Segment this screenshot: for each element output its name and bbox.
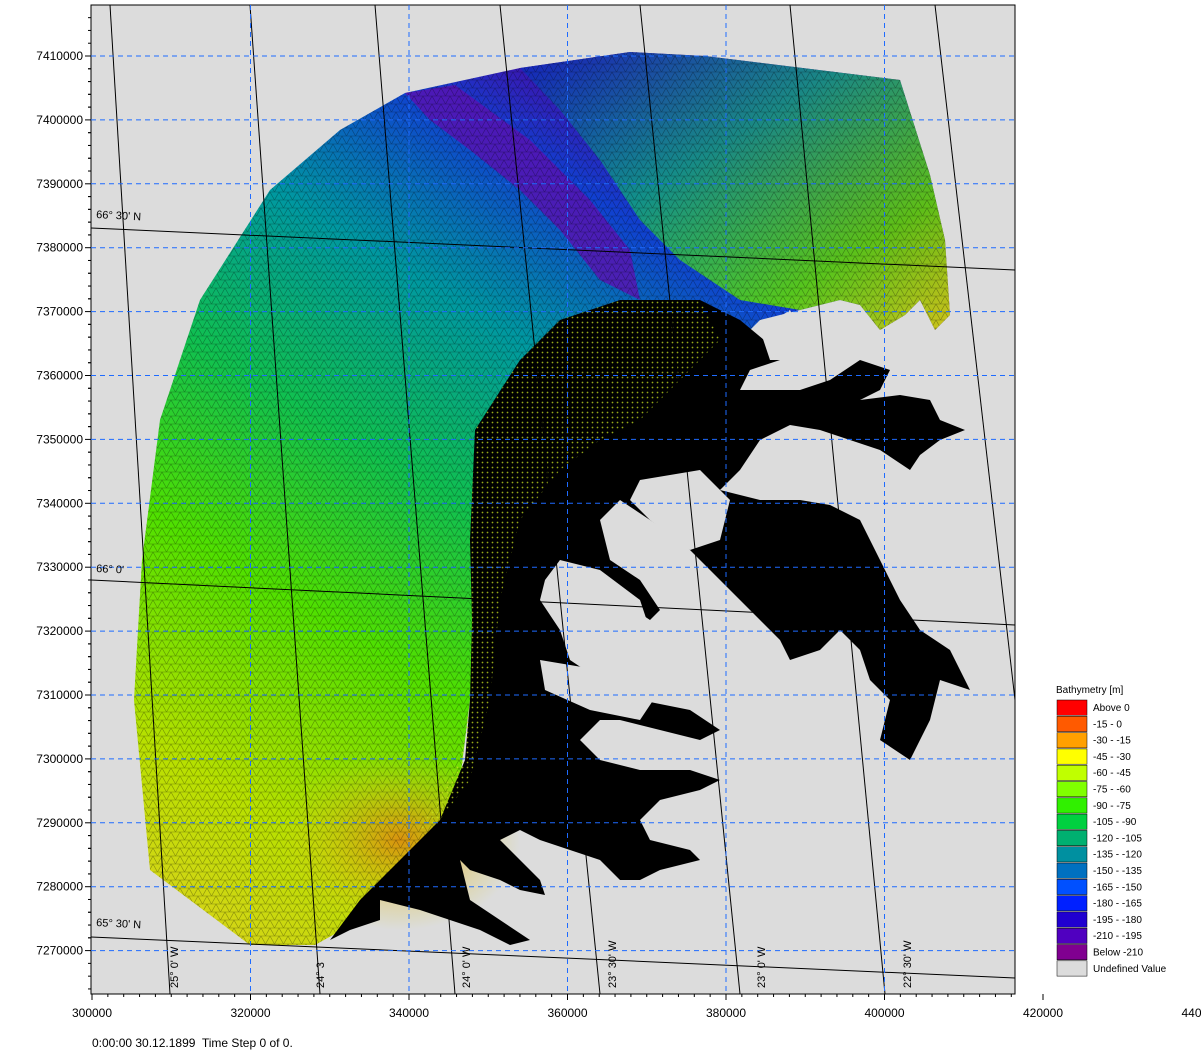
legend-label: -75 - -60 (1093, 785, 1131, 796)
legend-swatch (1056, 699, 1088, 716)
legend-title: Bathymetry [m] (1056, 685, 1123, 696)
legend-label: -195 - -180 (1093, 915, 1142, 926)
projected-grid (91, 5, 1015, 994)
legend-label: -135 - -120 (1093, 850, 1142, 861)
legend-label: -180 - -165 (1093, 899, 1142, 910)
legend-label: -165 - -150 (1093, 882, 1142, 893)
legend-swatch (1056, 813, 1088, 830)
legend-swatch (1056, 895, 1088, 912)
lon-label: 24° 0' W (461, 946, 473, 988)
legend-swatch (1056, 797, 1088, 814)
legend-label: -45 - -30 (1093, 752, 1131, 763)
axes: 300000 320000 340000 360000 380000 400000 4200… (36, 17, 1201, 1020)
legend-swatch (1056, 944, 1088, 961)
graticule (91, 5, 1015, 994)
status-bar: 0:00:00 30.12.1899 Time Step 0 of 0. (92, 1036, 293, 1050)
y-tick-label: 7380000 (36, 241, 83, 255)
lon-label: 25° 0' W (169, 946, 181, 988)
legend-label: -90 - -75 (1093, 801, 1131, 812)
lat-label: 65° 30' N (96, 917, 142, 931)
lon-label: 22° 30' W (902, 940, 914, 988)
y-tick-label: 7270000 (36, 944, 83, 958)
y-tick-label: 7330000 (36, 560, 83, 574)
x-tick-label: 340000 (389, 1006, 429, 1020)
legend-label: -15 - 0 (1093, 719, 1122, 730)
graticule-labels: 66° 30' N 66° 0' 65° 30' N 25° 0' W 24° … (96, 209, 914, 988)
bay-gap (630, 470, 730, 550)
lat-label: 66° 0' (96, 563, 125, 576)
x-tick-label: 360000 (547, 1006, 587, 1020)
legend-swatch (1056, 911, 1088, 928)
legend-swatch (1056, 960, 1088, 977)
y-tick-label: 7350000 (36, 432, 83, 446)
x-tick-label: 380000 (706, 1006, 746, 1020)
bay-gap (760, 310, 800, 360)
legend-swatch (1056, 830, 1088, 846)
legend-label: Above 0 (1093, 703, 1130, 714)
x-tick-label: 440000 (1181, 1006, 1201, 1020)
legend-swatch (1056, 716, 1088, 732)
mesh-lines (134, 52, 950, 945)
y-tick-label: 7320000 (36, 624, 83, 638)
y-tick-label: 7310000 (36, 688, 83, 702)
legend-label: -30 - -15 (1093, 736, 1131, 747)
legend-swatch (1056, 764, 1088, 781)
y-tick-label: 7410000 (36, 49, 83, 63)
legend-label: -60 - -45 (1093, 768, 1131, 779)
legend-swatch (1056, 732, 1088, 749)
legend-label: -150 - -135 (1093, 866, 1142, 877)
legend-swatch (1056, 748, 1088, 765)
lon-label: 24° 3 (315, 962, 327, 988)
y-tick-label: 7300000 (36, 752, 83, 766)
bay-gap (540, 660, 660, 720)
legend-swatch (1056, 879, 1088, 895)
lon-label: 23° 0' W (756, 946, 768, 988)
legend: Bathymetry [m] Above 0 -15 - 0 -30 - -15 -4… (1056, 685, 1167, 977)
x-tick-label: 320000 (230, 1006, 270, 1020)
x-tick-label: 300000 (72, 1006, 112, 1020)
shallow-dots (420, 300, 720, 830)
y-tick-label: 7370000 (36, 305, 83, 319)
x-tick-label: 420000 (1023, 1006, 1063, 1020)
legend-label: -210 - -195 (1093, 931, 1142, 942)
legend-label: Below -210 (1093, 948, 1143, 959)
y-tick-label: 7400000 (36, 113, 83, 127)
y-tick-label: 7390000 (36, 177, 83, 191)
y-tick-label: 7280000 (36, 880, 83, 894)
legend-swatch (1056, 927, 1088, 944)
lon-label: 23° 30' W (607, 940, 619, 988)
y-tick-label: 7360000 (36, 369, 83, 383)
legend-label: -105 - -90 (1093, 817, 1137, 828)
legend-swatch (1056, 846, 1088, 863)
lat-label: 66° 30' N (96, 209, 142, 223)
legend-swatch (1056, 862, 1088, 879)
y-tick-label: 7340000 (36, 496, 83, 510)
y-tick-label: 7290000 (36, 816, 83, 830)
legend-swatch (1056, 781, 1088, 798)
legend-label: -120 - -105 (1093, 833, 1142, 844)
bay-gap (550, 560, 650, 640)
legend-label: Undefined Value (1093, 964, 1167, 975)
x-tick-label: 400000 (864, 1006, 904, 1020)
